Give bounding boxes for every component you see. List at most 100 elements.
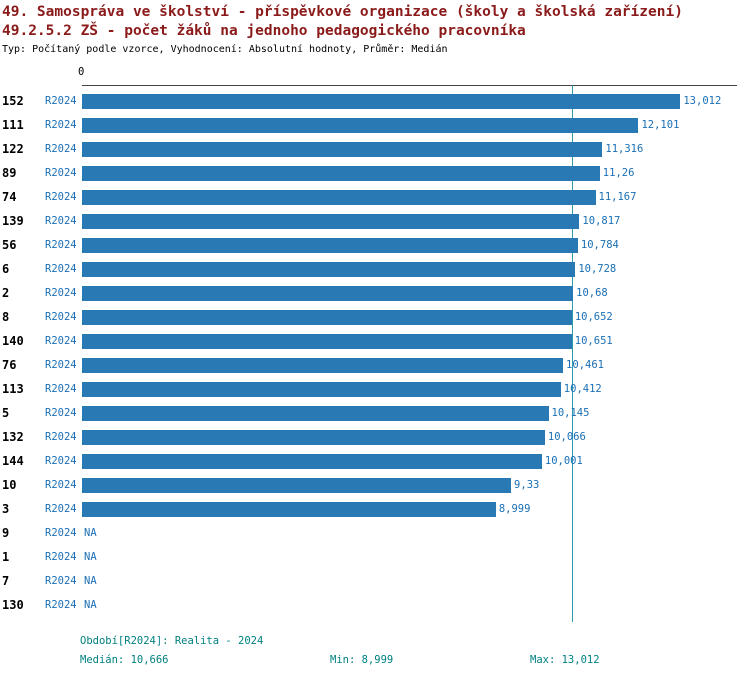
- bar-area: 12,101: [82, 113, 735, 137]
- row-period-link[interactable]: R2024: [45, 215, 77, 227]
- row-period-link[interactable]: R2024: [45, 359, 77, 371]
- bar[interactable]: [82, 189, 596, 205]
- row-id: 76: [2, 358, 17, 372]
- row-period-link[interactable]: R2024: [45, 407, 77, 419]
- bar-area: NA: [82, 545, 735, 569]
- bar-value: NA: [84, 575, 97, 587]
- bar[interactable]: [82, 453, 542, 469]
- chart-row: 152 R2024 13,012: [0, 89, 750, 113]
- bar-value: 10,412: [563, 383, 602, 395]
- row-period-link[interactable]: R2024: [45, 95, 77, 107]
- row-period-link[interactable]: R2024: [45, 263, 77, 275]
- row-period-link[interactable]: R2024: [45, 527, 77, 539]
- bar-area: 11,167: [82, 185, 735, 209]
- row-period-link[interactable]: R2024: [45, 167, 77, 179]
- bar[interactable]: [82, 429, 545, 445]
- bar[interactable]: [82, 117, 639, 133]
- bar-area: NA: [82, 593, 735, 617]
- x-axis-line: [82, 85, 737, 86]
- bar[interactable]: [82, 93, 681, 109]
- row-period-link[interactable]: R2024: [45, 479, 77, 491]
- row-period-link[interactable]: R2024: [45, 287, 77, 299]
- chart-row: 2 R2024 10,68: [0, 281, 750, 305]
- row-period-link[interactable]: R2024: [45, 191, 77, 203]
- row-period-link[interactable]: R2024: [45, 575, 77, 587]
- bar[interactable]: [82, 165, 600, 181]
- chart-row: 76 R2024 10,461: [0, 353, 750, 377]
- bar-value: 11,26: [602, 167, 635, 179]
- row-id: 89: [2, 166, 17, 180]
- row-id: 7: [2, 574, 10, 588]
- bar-value: 10,461: [566, 359, 604, 371]
- row-period-link[interactable]: R2024: [45, 455, 77, 467]
- bar[interactable]: [82, 501, 496, 517]
- bar[interactable]: [82, 285, 574, 301]
- bar-value: 11,167: [598, 191, 637, 203]
- bar[interactable]: [82, 309, 572, 325]
- bar-value: 13,012: [683, 95, 722, 107]
- bar[interactable]: [82, 381, 561, 397]
- row-period-link[interactable]: R2024: [45, 503, 77, 515]
- bar[interactable]: [82, 237, 578, 253]
- bar-value: 11,316: [605, 143, 644, 155]
- row-id: 152: [2, 94, 24, 108]
- chart-row: 130 R2024 NA: [0, 593, 750, 617]
- bar[interactable]: [82, 357, 564, 373]
- bar-value: 10,066: [547, 431, 586, 443]
- chart-row: 89 R2024 11,26: [0, 161, 750, 185]
- chart-row: 56 R2024 10,784: [0, 233, 750, 257]
- bar-area: 10,68: [82, 281, 735, 305]
- footer-max: Max: 13,012: [530, 654, 600, 666]
- chart-subtitle: Typ: Počítaný podle vzorce, Vyhodnocení:…: [2, 44, 448, 55]
- row-period-link[interactable]: R2024: [45, 431, 77, 443]
- x-axis-zero-tick-label: 0: [78, 66, 85, 78]
- chart-row: 132 R2024 10,066: [0, 425, 750, 449]
- bar-area: 9,33: [82, 473, 735, 497]
- bar-area: 10,651: [82, 329, 735, 353]
- bar-area: 10,652: [82, 305, 735, 329]
- chart-row: 111 R2024 12,101: [0, 113, 750, 137]
- row-period-link[interactable]: R2024: [45, 599, 77, 611]
- chart-row: 1 R2024 NA: [0, 545, 750, 569]
- chart-title-line-1: 49. Samospráva ve školství - příspěvkové…: [2, 4, 683, 20]
- row-id: 1: [2, 550, 10, 564]
- bar-area: 13,012: [82, 89, 735, 113]
- bar-value: 8,999: [498, 503, 531, 515]
- bar-value: 10,817: [582, 215, 621, 227]
- bar-value: 10,784: [580, 239, 619, 251]
- bar-value: NA: [84, 527, 97, 539]
- bar[interactable]: [82, 261, 576, 277]
- chart-row: 5 R2024 10,145: [0, 401, 750, 425]
- bar-value: 9,33: [514, 479, 540, 491]
- row-id: 3: [2, 502, 10, 516]
- bar[interactable]: [82, 333, 572, 349]
- row-id: 113: [2, 382, 24, 396]
- row-period-link[interactable]: R2024: [45, 551, 77, 563]
- bar-area: 10,784: [82, 233, 735, 257]
- chart-row: 74 R2024 11,167: [0, 185, 750, 209]
- bar-value: NA: [84, 551, 97, 563]
- row-period-link[interactable]: R2024: [45, 335, 77, 347]
- bar-area: NA: [82, 521, 735, 545]
- bar[interactable]: [82, 405, 549, 421]
- bar[interactable]: [82, 141, 603, 157]
- row-id: 74: [2, 190, 17, 204]
- row-period-link[interactable]: R2024: [45, 143, 77, 155]
- row-id: 122: [2, 142, 24, 156]
- row-period-link[interactable]: R2024: [45, 311, 77, 323]
- row-period-link[interactable]: R2024: [45, 383, 77, 395]
- chart-row: 140 R2024 10,651: [0, 329, 750, 353]
- row-period-link[interactable]: R2024: [45, 119, 77, 131]
- bar[interactable]: [82, 477, 512, 493]
- bar-area: 10,817: [82, 209, 735, 233]
- bar[interactable]: [82, 213, 580, 229]
- bar-value: 10,652: [574, 311, 613, 323]
- footer-period: Období[R2024]: Realita - 2024: [80, 635, 264, 647]
- bar-value: 10,68: [576, 287, 608, 299]
- row-id: 140: [2, 334, 24, 348]
- row-id: 56: [2, 238, 17, 252]
- bar-value: NA: [84, 599, 97, 611]
- chart-row: 7 R2024 NA: [0, 569, 750, 593]
- row-id: 2: [2, 286, 10, 300]
- row-period-link[interactable]: R2024: [45, 239, 77, 251]
